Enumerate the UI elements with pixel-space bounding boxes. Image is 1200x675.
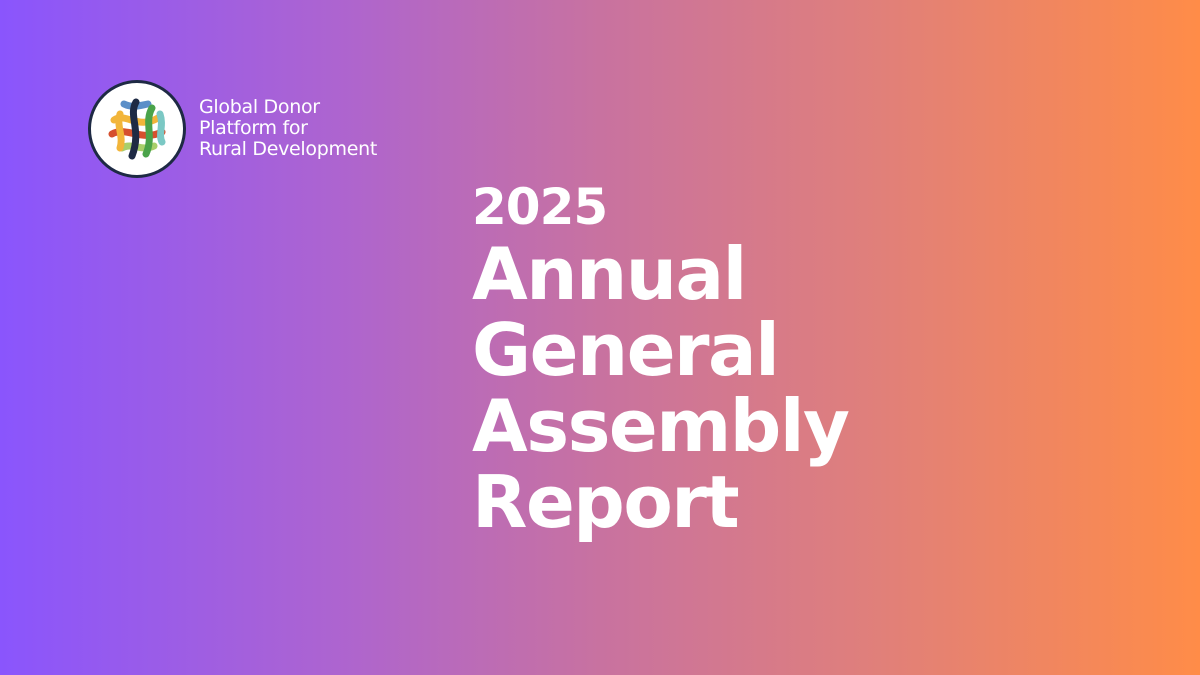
title-line: Assembly xyxy=(472,384,850,468)
report-year: 2025 xyxy=(472,178,608,236)
title-line: General xyxy=(472,308,780,392)
organization-name-line: Platform for xyxy=(199,117,308,139)
title-line: Report xyxy=(472,460,740,544)
title-line: Annual xyxy=(472,232,747,316)
woven-figures-logo-icon xyxy=(108,98,166,160)
organization-logo-badge xyxy=(88,80,186,178)
organization-name-line: Global Donor xyxy=(199,96,320,118)
organization-name-line: Rural Development xyxy=(199,138,377,160)
organization-name: Global Donor Platform for Rural Developm… xyxy=(199,97,377,160)
report-title: 2025 Annual General Assembly Report xyxy=(472,178,850,544)
